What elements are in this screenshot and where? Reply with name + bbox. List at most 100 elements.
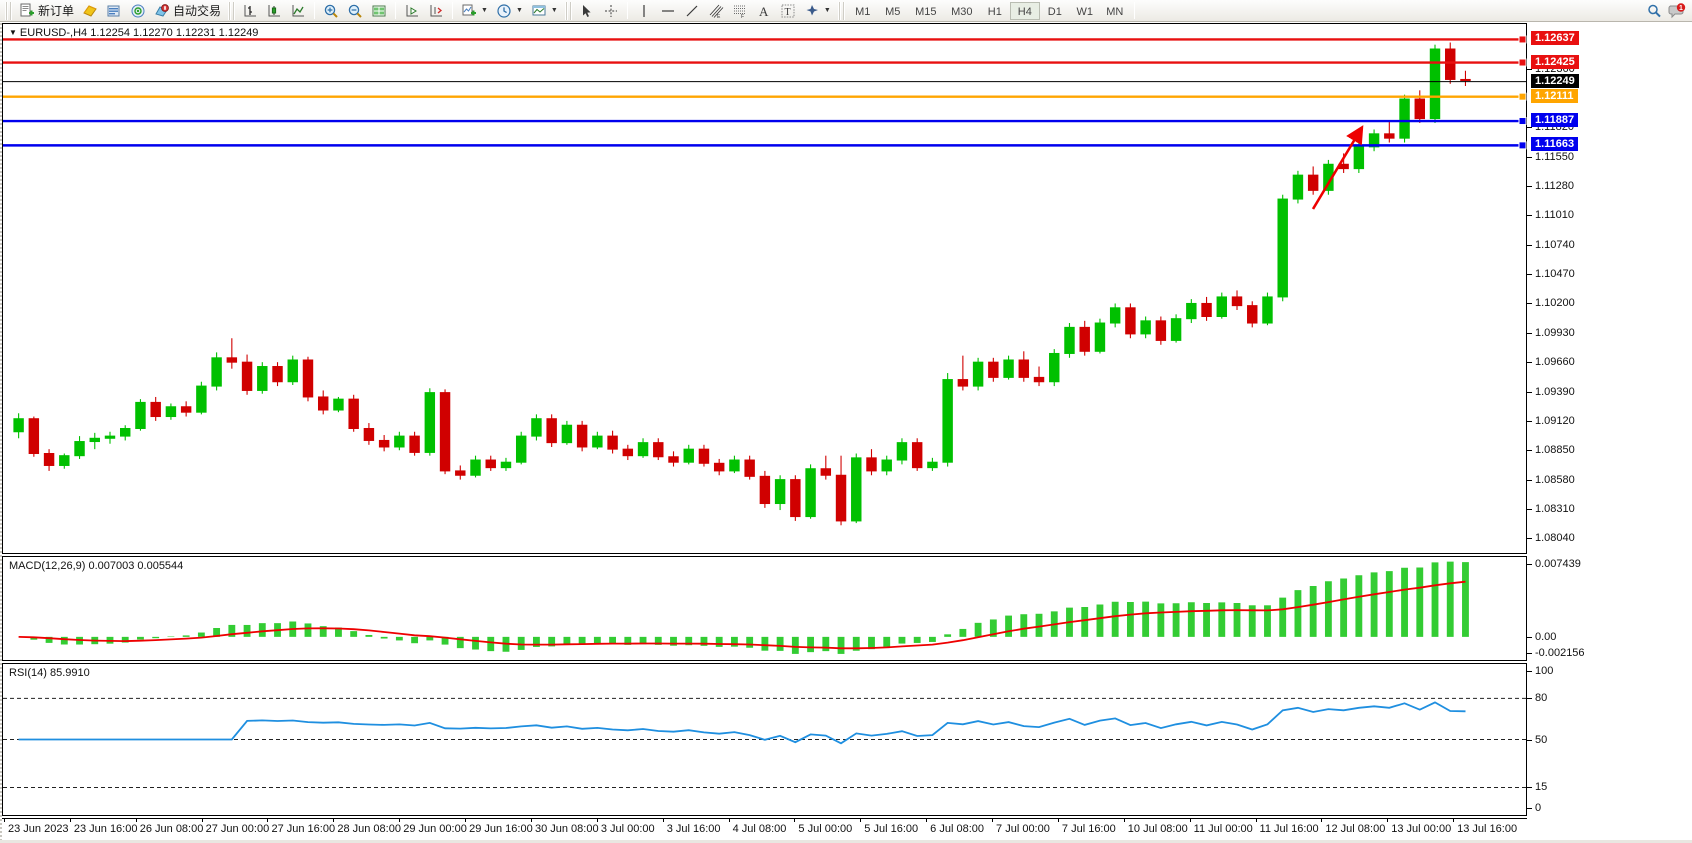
timeframe-m30[interactable]: M30: [951, 5, 973, 18]
time-axis-label: 3 Jul 00:00: [596, 818, 655, 835]
up-arrow-annotation[interactable]: [3, 24, 1526, 553]
horizontal-line-icon: [660, 3, 676, 19]
market-watch-icon: [106, 3, 122, 19]
auto-scroll-icon: [428, 3, 444, 19]
new-order-icon: [19, 3, 35, 19]
templates-icon: [531, 3, 547, 19]
horizontal-line-button[interactable]: [656, 1, 680, 21]
price-tick: 1.11280: [1527, 180, 1574, 192]
price-tick: 1.08040: [1527, 532, 1575, 544]
text-object-button[interactable]: T: [776, 1, 800, 21]
toolbar-separator-5: [1133, 2, 1135, 19]
price-tick: 1.09390: [1527, 386, 1575, 398]
price-badge-take-profit-line[interactable]: 1.12425: [1531, 54, 1579, 69]
toolbar-grip-4[interactable]: [837, 1, 845, 20]
svg-text:F: F: [741, 14, 744, 19]
price-badge-take-profit-line[interactable]: 1.12637: [1531, 31, 1579, 46]
chart-shift-icon: [404, 3, 420, 19]
chart-profile-button[interactable]: [78, 1, 102, 21]
time-axis[interactable]: 23 Jun 2023 23 Jun 16:00 26 Jun 08:00 27 Ju…: [2, 818, 1527, 840]
timeframe-h4[interactable]: H4: [1009, 1, 1040, 20]
price-badge-entry-line[interactable]: 1.12111: [1531, 88, 1578, 103]
macd-pane[interactable]: MACD(12,26,9) 0.007003 0.005544: [2, 556, 1527, 661]
text-label-icon: A: [756, 3, 772, 19]
chart-symbol-label: ▼ EURUSD-,H4 1.12254 1.12270 1.12231 1.12…: [9, 27, 258, 39]
time-axis-label: 7 Jul 00:00: [992, 818, 1050, 835]
auto-scroll-button[interactable]: [424, 1, 448, 21]
data-window-icon: [371, 3, 387, 19]
price-chart-pane[interactable]: ▼ EURUSD-,H4 1.12254 1.12270 1.12231 1.12…: [2, 23, 1527, 554]
price-scale[interactable]: 1.12360 1.11820 1.11550 1.11280 1.11010 1.107…: [1527, 23, 1692, 554]
timeframe-m15[interactable]: M15: [915, 5, 937, 18]
crosshair-icon: [603, 3, 619, 19]
zoom-out-button[interactable]: [343, 1, 367, 21]
toolbar-right-group: 1: [1646, 2, 1692, 19]
new-order-button[interactable]: 新订单: [15, 1, 78, 21]
macd-scale-tick: 0.007439: [1527, 558, 1581, 570]
period-button[interactable]: ▼: [492, 1, 527, 21]
price-tick: 1.11010: [1527, 209, 1574, 221]
bar-chart-icon: [242, 3, 258, 19]
data-window-button[interactable]: [367, 1, 391, 21]
new-order-label: 新订单: [38, 4, 75, 18]
timeframe-w1[interactable]: W1: [1076, 5, 1094, 18]
rsi-scale-tick: 80: [1527, 692, 1547, 704]
candlestick-chart-button[interactable]: [262, 1, 286, 21]
price-tick: 1.09930: [1527, 327, 1575, 339]
chevron-down-icon[interactable]: ▼: [481, 7, 488, 14]
notifications-icon[interactable]: 1: [1668, 2, 1686, 19]
price-tick: 1.10740: [1527, 239, 1575, 251]
add-indicator-button[interactable]: ▼: [457, 1, 492, 21]
chevron-down-icon-2[interactable]: ▼: [515, 7, 523, 14]
navigator-button[interactable]: [126, 1, 150, 21]
timeframe-m1[interactable]: M1: [855, 5, 871, 18]
price-badge-stop-loss-line[interactable]: 1.11887: [1531, 113, 1579, 127]
auto-trading-button[interactable]: 自动交易: [150, 1, 225, 21]
timeframe-d1[interactable]: D1: [1047, 5, 1062, 18]
collapse-arrow-icon[interactable]: ▼: [9, 28, 17, 37]
price-tick: 1.09660: [1527, 356, 1575, 368]
crosshair-button[interactable]: [599, 1, 623, 21]
rsi-scale-tick: 50: [1527, 734, 1547, 746]
timeframe-h1[interactable]: H1: [987, 5, 1002, 18]
toolbar-separator-4: [626, 2, 628, 19]
add-indicator-icon: [461, 3, 477, 19]
equidistant-channel-button[interactable]: E: [704, 1, 728, 21]
svg-text:A: A: [759, 4, 769, 19]
zoom-in-button[interactable]: [319, 1, 343, 21]
chevron-down-icon-4[interactable]: ▼: [823, 7, 831, 14]
price-level-lines[interactable]: [3, 24, 1527, 553]
timeframe-mn[interactable]: MN: [1106, 5, 1124, 18]
market-watch-button[interactable]: [102, 1, 126, 21]
price-badge-last-price-line[interactable]: 1.12249: [1531, 73, 1579, 88]
chart-shift-button[interactable]: [400, 1, 424, 21]
candlestick-series: [13, 42, 1471, 526]
rsi-pane[interactable]: RSI(14) 85.9910: [2, 663, 1527, 816]
text-label-button[interactable]: A: [752, 1, 776, 21]
toolbar-grip-3[interactable]: [564, 1, 572, 20]
bar-chart-button[interactable]: [238, 1, 262, 21]
trend-line-button[interactable]: [680, 1, 704, 21]
vertical-line-button[interactable]: [632, 1, 656, 21]
fibonacci-button[interactable]: F: [728, 1, 752, 21]
time-axis-label: 27 Jun 16:00: [267, 818, 336, 835]
templates-button[interactable]: ▼: [527, 1, 562, 21]
time-axis-label: 26 Jun 08:00: [135, 818, 204, 835]
toolbar-grip[interactable]: [5, 1, 12, 20]
chevron-down-icon-3[interactable]: ▼: [550, 7, 558, 14]
search-icon[interactable]: [1646, 3, 1662, 19]
macd-scale-tick: 0.00: [1527, 631, 1556, 643]
toolbar-grip-2[interactable]: [228, 1, 236, 20]
time-axis-label: 23 Jun 2023: [4, 818, 69, 835]
zoom-out-icon: [347, 3, 363, 19]
line-chart-button[interactable]: [286, 1, 310, 21]
price-tick: 1.10200: [1527, 297, 1575, 309]
cursor-button[interactable]: [575, 1, 599, 21]
price-badge-stop-loss-line[interactable]: 1.11663: [1531, 137, 1579, 152]
macd-series: [18, 561, 1469, 654]
navigator-icon: [130, 3, 146, 19]
bottom-strip: [0, 840, 1692, 843]
time-axis-label: 4 Jul 08:00: [728, 818, 787, 835]
timeframe-m5[interactable]: M5: [885, 5, 901, 18]
shapes-button[interactable]: ▼: [800, 1, 835, 21]
